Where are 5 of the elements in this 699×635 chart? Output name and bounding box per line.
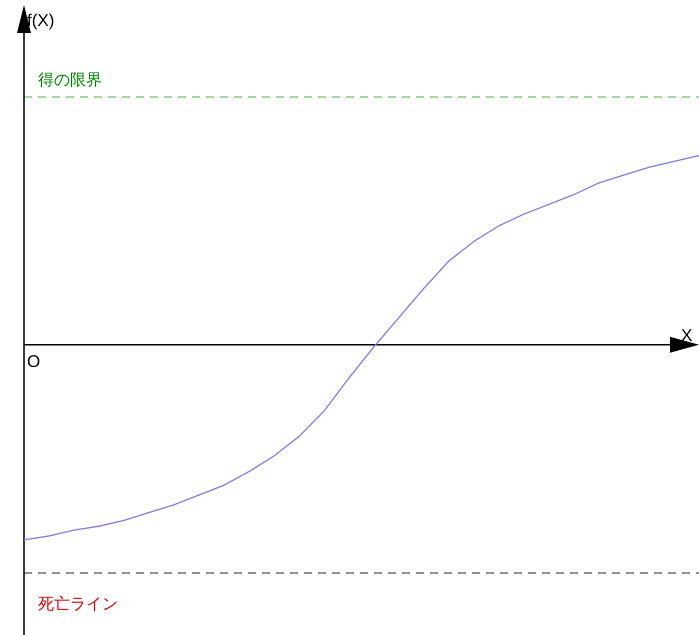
annotation: O <box>27 352 40 371</box>
x-axis-title: X <box>681 326 692 345</box>
text: f(X) <box>27 11 54 30</box>
ref-line-label: 得の限界 <box>38 72 102 89</box>
ref-line-label: 死亡ライン <box>38 595 118 613</box>
